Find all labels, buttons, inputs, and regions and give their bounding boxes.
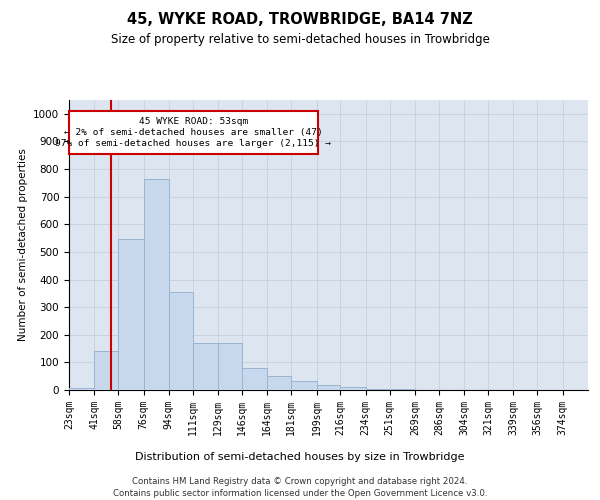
Bar xyxy=(169,292,193,390)
Bar xyxy=(218,343,242,390)
Text: ← 2% of semi-detached houses are smaller (47): ← 2% of semi-detached houses are smaller… xyxy=(64,128,323,137)
Text: Contains HM Land Registry data © Crown copyright and database right 2024.: Contains HM Land Registry data © Crown c… xyxy=(132,478,468,486)
Bar xyxy=(366,388,389,390)
Text: Contains public sector information licensed under the Open Government Licence v3: Contains public sector information licen… xyxy=(113,489,487,498)
Text: Size of property relative to semi-detached houses in Trowbridge: Size of property relative to semi-detach… xyxy=(110,32,490,46)
Text: 97% of semi-detached houses are larger (2,115) →: 97% of semi-detached houses are larger (… xyxy=(55,140,331,148)
Bar xyxy=(118,240,143,390)
Text: 45, WYKE ROAD, TROWBRIDGE, BA14 7NZ: 45, WYKE ROAD, TROWBRIDGE, BA14 7NZ xyxy=(127,12,473,28)
Bar xyxy=(143,178,169,390)
Bar xyxy=(291,381,317,390)
FancyBboxPatch shape xyxy=(69,111,318,154)
Bar xyxy=(242,368,268,390)
Bar xyxy=(69,388,94,390)
Text: 45 WYKE ROAD: 53sqm: 45 WYKE ROAD: 53sqm xyxy=(139,116,248,126)
Bar xyxy=(317,385,340,390)
Bar xyxy=(193,343,218,390)
Y-axis label: Number of semi-detached properties: Number of semi-detached properties xyxy=(17,148,28,342)
Bar xyxy=(268,376,291,390)
Bar xyxy=(340,387,366,390)
Text: Distribution of semi-detached houses by size in Trowbridge: Distribution of semi-detached houses by … xyxy=(135,452,465,462)
Bar xyxy=(94,352,118,390)
